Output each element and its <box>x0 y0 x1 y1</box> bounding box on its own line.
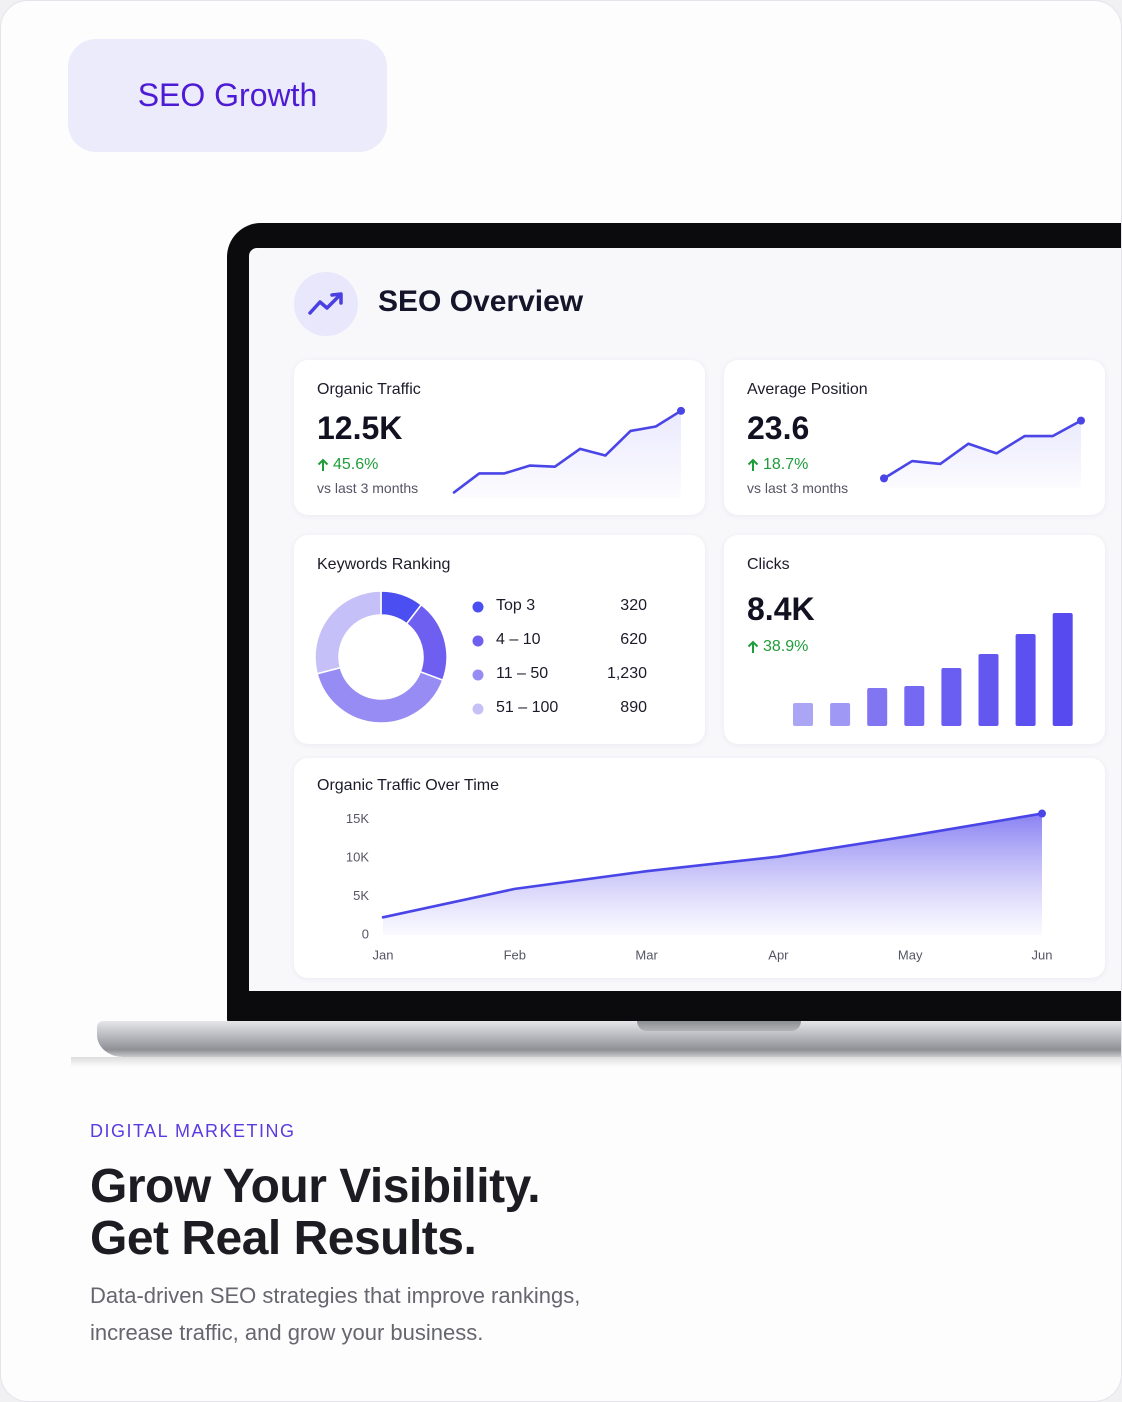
legend-label: Top 3 <box>496 597 536 614</box>
card-value: 8.4K <box>747 591 815 627</box>
description-line: Data-driven SEO strategies that improve … <box>90 1283 581 1308</box>
note: vs last 3 months <box>317 480 419 496</box>
headline-line: Grow Your Visibility. <box>90 1160 541 1213</box>
legend-label: 4 – 10 <box>496 631 541 648</box>
legend-value: 320 <box>620 597 647 614</box>
card-label: Average Position <box>747 381 868 398</box>
card-value: 12.5K <box>317 410 403 446</box>
card-value: 23.6 <box>747 410 810 446</box>
dashboard-title: SEO Overview <box>378 285 584 318</box>
up-arrow <box>747 458 759 471</box>
laptop-notch <box>637 1021 801 1031</box>
change-text: 18.7% <box>763 456 809 473</box>
headline-line: Get Real Results. <box>90 1212 477 1265</box>
legend-label: 11 – 50 <box>496 665 549 682</box>
legend-label: 51 – 100 <box>496 699 559 716</box>
card-label: Organic Traffic <box>317 381 421 398</box>
badge: SEO Growth <box>68 39 387 152</box>
change: 18.7% <box>747 456 808 474</box>
laptop-shadow <box>71 1057 1121 1067</box>
trend-icon <box>308 292 343 315</box>
change: 45.6% <box>317 456 378 474</box>
up-arrow <box>747 640 759 653</box>
card-label: Organic Traffic Over Time <box>317 777 499 794</box>
laptop-base <box>97 1021 1121 1057</box>
card-label: Keywords Ranking <box>317 556 451 573</box>
legend-value: 620 <box>620 631 647 648</box>
change-text: 45.6% <box>333 456 379 473</box>
overview-icon <box>294 272 358 336</box>
legend-value: 1,230 <box>606 665 647 682</box>
change-text: 38.9% <box>763 638 809 655</box>
note: vs last 3 months <box>747 480 849 496</box>
legend-value: 890 <box>620 699 647 716</box>
change: 38.9% <box>747 638 808 656</box>
card-label: Clicks <box>747 556 790 573</box>
up-arrow <box>317 458 329 471</box>
description-line: increase traffic, and grow your business… <box>90 1320 484 1345</box>
eyebrow: DIGITAL MARKETING <box>90 1121 296 1141</box>
